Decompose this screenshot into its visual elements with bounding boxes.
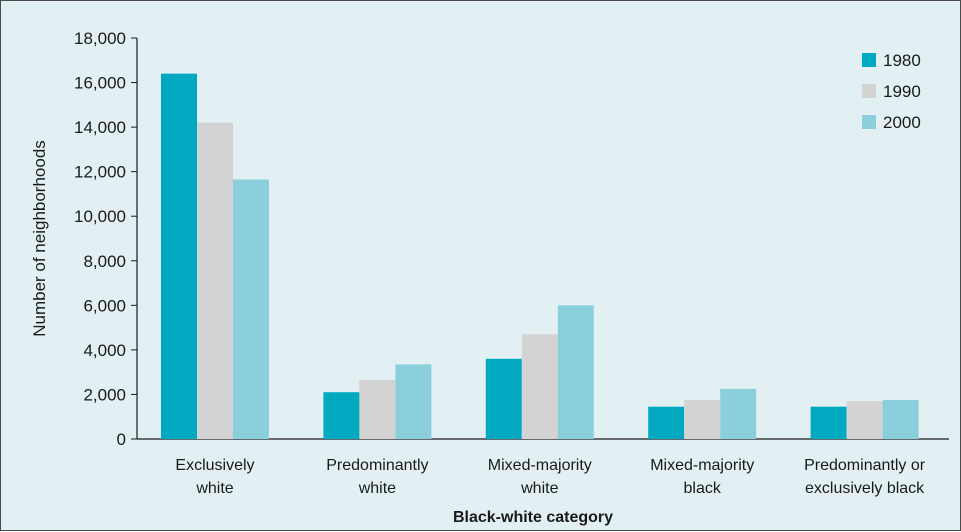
bars (161, 73, 919, 440)
y-tick-label: 4,000 (83, 341, 126, 360)
legend-swatch-1990 (862, 84, 876, 98)
y-tick-label: 0 (117, 430, 126, 449)
y-axis-title: Number of neighborhoods (30, 140, 49, 337)
category-label: Predominantly or (804, 457, 926, 474)
bar-2000-3 (720, 388, 757, 439)
y-tick-label: 14,000 (74, 118, 126, 137)
category-label: Mixed-majority (488, 457, 592, 474)
bar-1980-3 (648, 406, 685, 439)
category-label: white (358, 480, 396, 497)
x-axis-title: Black-white category (453, 509, 613, 526)
y-tick-label: 12,000 (74, 163, 126, 182)
bar-1980-0 (161, 73, 197, 440)
y-tick-label: 10,000 (74, 207, 126, 226)
bar-1990-2 (521, 334, 558, 439)
category-label: white (195, 480, 233, 497)
legend-label-1980: 1980 (883, 51, 921, 70)
category-label: Predominantly (326, 457, 428, 474)
category-label: black (684, 480, 722, 497)
legend-swatch-1980 (862, 53, 876, 67)
bar-2000-2 (557, 305, 594, 439)
bar-2000-4 (882, 400, 919, 439)
y-tick-label: 16,000 (74, 74, 126, 93)
bar-1990-1 (359, 379, 396, 439)
bar-2000-0 (233, 179, 269, 440)
bar-1980-2 (485, 358, 522, 439)
category-labels: Exclusively white Predominantly white Mixed-… (175, 457, 925, 497)
bar-1990-4 (846, 401, 883, 439)
legend-swatch-2000 (862, 115, 876, 129)
bar-1980-4 (810, 406, 847, 439)
y-tick-label: 6,000 (83, 296, 126, 315)
legend-label-2000: 2000 (883, 113, 921, 132)
y-tick-label: 2,000 (83, 385, 126, 404)
bar-1980-1 (323, 392, 360, 439)
bar-2000-1 (395, 364, 432, 439)
y-tick-label: 18,000 (74, 29, 126, 48)
legend: 1980 1990 2000 (862, 51, 921, 132)
y-tick-labels: 0 2,000 4,000 6,000 8,000 10,000 12,000 14,000 1… (74, 29, 126, 449)
y-tick-label: 8,000 (83, 252, 126, 271)
bar-1990-0 (197, 122, 233, 440)
bar-1990-3 (684, 400, 721, 439)
category-label: Mixed-majority (650, 457, 754, 474)
category-label: white (520, 480, 558, 497)
category-label: Exclusively (175, 457, 254, 474)
category-label: exclusively black (805, 480, 925, 497)
legend-label-1990: 1990 (883, 82, 921, 101)
